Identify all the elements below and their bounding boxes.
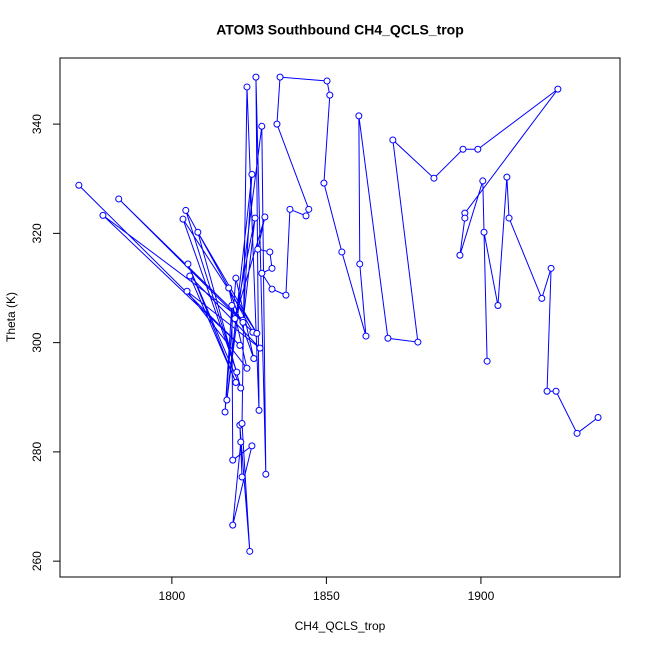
data-point [480, 228, 488, 236]
data-point [320, 179, 328, 187]
data-point [286, 205, 294, 213]
data-point [547, 264, 555, 272]
data-point [246, 547, 254, 555]
data-point [232, 379, 240, 387]
data-point [186, 272, 194, 280]
y-axis-label: Theta (K) [4, 292, 18, 342]
data-point [183, 287, 191, 295]
data-point [461, 214, 469, 222]
data-point [456, 251, 464, 259]
data-point [248, 442, 256, 450]
data-point [459, 145, 467, 153]
chart-title: ATOM3 Southbound CH4_QCLS_trop [216, 22, 464, 38]
data-point [243, 364, 251, 372]
y-tick-label: 280 [30, 442, 44, 462]
plot-frame [59, 57, 621, 578]
data-point [503, 173, 511, 181]
data-point [543, 387, 551, 395]
x-axis-label: CH4_QCLS_trop [295, 619, 386, 633]
data-point [552, 387, 560, 395]
data-point [305, 205, 313, 213]
data-point [229, 456, 237, 464]
data-point [254, 245, 262, 253]
data-point [483, 357, 491, 365]
data-point [228, 301, 236, 309]
data-point [182, 206, 190, 214]
data-point [237, 438, 245, 446]
data-point [238, 419, 246, 427]
data-point [258, 122, 266, 130]
data-point [253, 329, 261, 337]
data-point [229, 521, 237, 529]
data-point [261, 213, 269, 221]
data-point [268, 264, 276, 272]
data-point [238, 473, 246, 481]
data-point [179, 215, 187, 223]
data-point [251, 214, 259, 222]
data-point [538, 294, 546, 302]
data-point [258, 269, 266, 277]
data-point [355, 112, 363, 120]
data-point [362, 332, 370, 340]
data-point [273, 120, 281, 128]
data-point [115, 195, 123, 203]
data-point [479, 177, 487, 185]
data-point [323, 77, 331, 85]
data-point [474, 145, 482, 153]
data-point [232, 274, 240, 282]
data-point [233, 368, 241, 376]
data-point [236, 341, 244, 349]
data-point [248, 170, 256, 178]
data-point [594, 413, 602, 421]
data-point [221, 408, 229, 416]
data-point [268, 285, 276, 293]
data-point [75, 181, 83, 189]
data-point [505, 214, 513, 222]
data-point [338, 248, 346, 256]
y-tick-label: 320 [30, 223, 44, 243]
data-point [282, 291, 290, 299]
data-point [250, 354, 258, 362]
data-point [239, 318, 247, 326]
data-point [255, 406, 263, 414]
data-point [231, 315, 239, 323]
x-tick-label: 1800 [159, 589, 186, 603]
data-point [223, 396, 231, 404]
data-point [302, 212, 310, 220]
data-point [554, 85, 562, 93]
data-point [184, 260, 192, 268]
y-tick-label: 300 [30, 332, 44, 352]
data-point [262, 470, 270, 478]
data-point [252, 73, 260, 81]
data-point [243, 83, 251, 91]
data-point [573, 429, 581, 437]
x-tick-label: 1900 [468, 589, 495, 603]
data-point [99, 211, 107, 219]
data-point [430, 174, 438, 182]
x-tick-label: 1850 [313, 589, 340, 603]
data-point [356, 260, 364, 268]
data-point [414, 338, 422, 346]
data-line [78, 76, 599, 552]
data-point [384, 334, 392, 342]
data-point [237, 384, 245, 392]
data-point [326, 91, 334, 99]
data-point [266, 248, 274, 256]
data-point [494, 301, 502, 309]
data-point [194, 228, 202, 236]
data-point [225, 284, 233, 292]
y-tick-label: 340 [30, 114, 44, 134]
data-point [389, 136, 397, 144]
data-point [256, 344, 264, 352]
data-point [276, 73, 284, 81]
y-tick-label: 260 [30, 551, 44, 571]
